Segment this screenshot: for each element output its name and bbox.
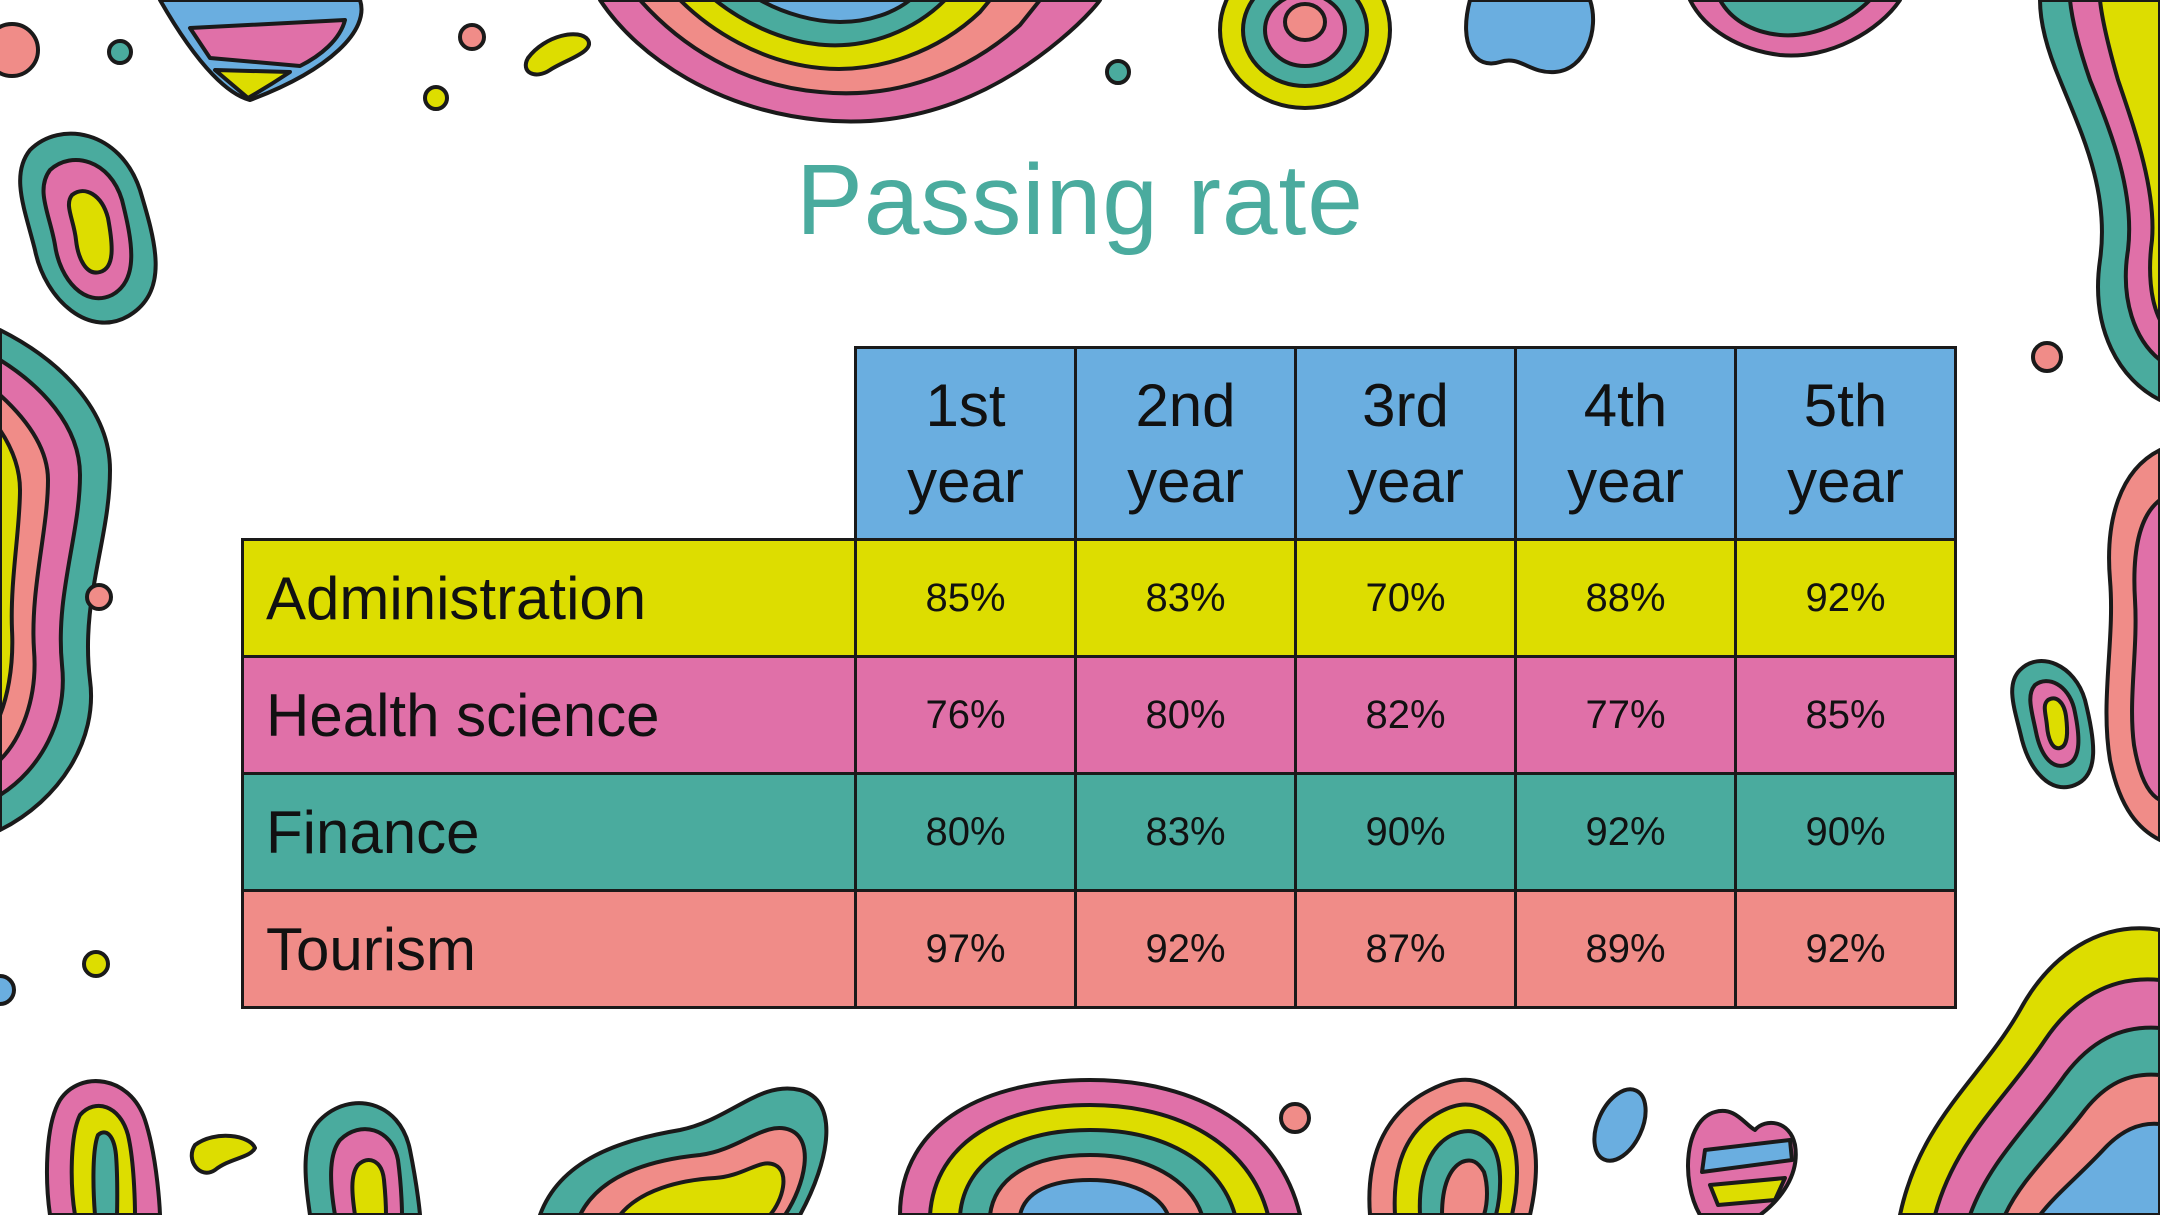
table-cell: 89% — [1514, 889, 1737, 1009]
row-label: Health science — [241, 655, 857, 775]
column-header-3rd-year: 3rd year — [1294, 346, 1517, 541]
table-header-row: 1st year 2nd year 3rd year 4th year 5th year — [243, 346, 1957, 541]
table-cell: 90% — [1294, 772, 1517, 892]
table-cell: 76% — [854, 655, 1077, 775]
table-cell: 85% — [1734, 655, 1957, 775]
table-cell: 77% — [1514, 655, 1737, 775]
header-blank-cell — [243, 348, 856, 540]
column-header-4th-year: 4th year — [1514, 346, 1737, 541]
table-row-finance: Finance 80% 83% 90% 92% 90% — [241, 772, 1957, 892]
table-cell: 92% — [1734, 889, 1957, 1009]
column-header-5th-year: 5th year — [1734, 346, 1957, 541]
table-cell: 70% — [1294, 538, 1517, 658]
column-header-1st-year: 1st year — [854, 346, 1077, 541]
passing-rate-table: 1st year 2nd year 3rd year 4th year 5th year … — [241, 346, 1957, 1009]
row-label: Finance — [241, 772, 857, 892]
table-cell: 97% — [854, 889, 1077, 1009]
table-cell: 83% — [1074, 772, 1297, 892]
row-label: Administration — [241, 538, 857, 658]
table-row-health-science: Health science 76% 80% 82% 77% 85% — [241, 655, 1957, 775]
table-row-administration: Administration 85% 83% 70% 88% 92% — [241, 538, 1957, 658]
table-cell: 90% — [1734, 772, 1957, 892]
table-cell: 92% — [1734, 538, 1957, 658]
table-cell: 85% — [854, 538, 1077, 658]
table-cell: 83% — [1074, 538, 1297, 658]
table-cell: 80% — [854, 772, 1077, 892]
table-row-tourism: Tourism 97% 92% 87% 89% 92% — [241, 889, 1957, 1009]
table-cell: 82% — [1294, 655, 1517, 775]
row-label: Tourism — [241, 889, 857, 1009]
blue-blob-top — [1464, 0, 1596, 75]
table-cell: 80% — [1074, 655, 1297, 775]
slide-title: Passing rate — [796, 144, 1364, 256]
table-cell: 88% — [1514, 538, 1737, 658]
column-header-2nd-year: 2nd year — [1074, 346, 1297, 541]
table-cell: 92% — [1514, 772, 1737, 892]
table-cell: 92% — [1074, 889, 1297, 1009]
table-cell: 87% — [1294, 889, 1517, 1009]
